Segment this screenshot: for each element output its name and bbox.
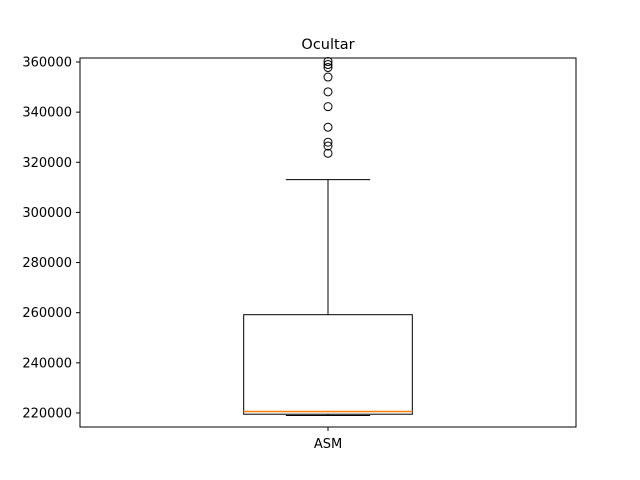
outlier-point [323, 60, 333, 70]
y-tick-label: 320000 [22, 156, 72, 171]
y-tick-label: 360000 [22, 56, 72, 71]
x-tick-label: ASM [314, 437, 342, 452]
plot-area [243, 57, 413, 416]
outlier-point [323, 87, 333, 97]
chart-title: Ocultar [301, 37, 354, 53]
outlier-point [323, 141, 333, 151]
x-axis: ASM [314, 427, 342, 452]
y-tick-label: 220000 [22, 406, 72, 421]
outlier-point [323, 102, 333, 112]
outlier-point [323, 137, 333, 147]
outlier-point [323, 148, 333, 158]
y-axis: 220000 240000 260000 280000 300000 320000 3400… [22, 56, 80, 421]
y-tick-label: 300000 [22, 206, 72, 221]
outlier-point [323, 72, 333, 82]
y-tick-label: 280000 [22, 256, 72, 271]
y-tick-label: 340000 [22, 106, 72, 121]
y-tick-label: 240000 [22, 356, 72, 371]
iqr-box [243, 314, 413, 415]
outlier-point [323, 63, 333, 73]
outlier-point [323, 122, 333, 132]
y-tick-label: 260000 [22, 306, 72, 321]
